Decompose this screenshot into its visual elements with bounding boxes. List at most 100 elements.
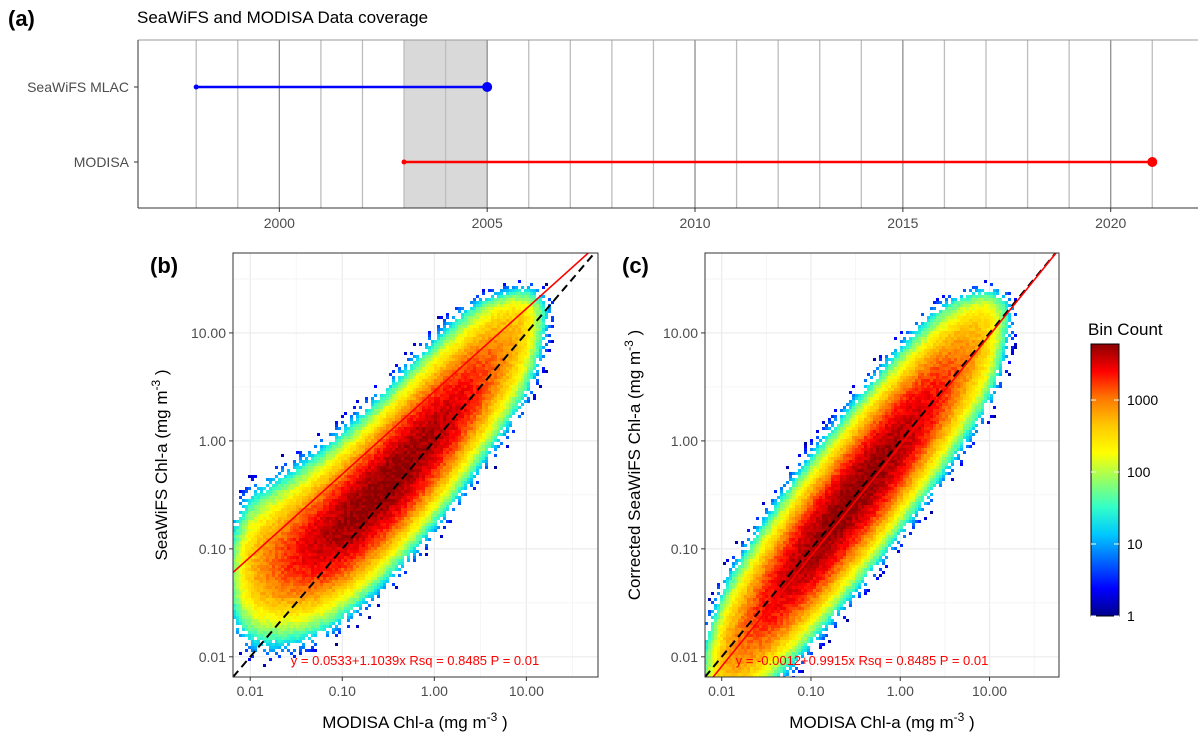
bin-cell bbox=[299, 601, 302, 604]
bin-cell bbox=[314, 601, 317, 604]
bin-cell bbox=[239, 553, 242, 556]
bin-cell bbox=[437, 469, 440, 472]
bin-cell bbox=[353, 610, 356, 613]
bin-cell bbox=[269, 622, 272, 625]
bin-cell bbox=[254, 592, 257, 595]
bin-cell bbox=[461, 439, 464, 442]
bin-cell bbox=[356, 421, 359, 424]
bin-cell bbox=[347, 427, 350, 430]
bin-cell bbox=[287, 640, 290, 643]
bin-cell bbox=[269, 571, 272, 574]
bin-cell bbox=[401, 532, 404, 535]
bin-cell bbox=[446, 415, 449, 418]
bin-cell bbox=[341, 595, 344, 598]
bin-cell bbox=[446, 343, 449, 346]
bin-cell bbox=[428, 496, 431, 499]
bin-cell bbox=[245, 589, 248, 592]
bin-cell bbox=[392, 544, 395, 547]
bin-cell bbox=[356, 550, 359, 553]
bin-cell bbox=[386, 505, 389, 508]
bin-cell bbox=[329, 502, 332, 505]
bin-cell bbox=[329, 607, 332, 610]
bin-cell bbox=[419, 499, 422, 502]
bin-cell bbox=[332, 514, 335, 517]
bin-cell bbox=[278, 556, 281, 559]
bin-cell bbox=[251, 610, 254, 613]
bin-cell bbox=[398, 397, 401, 400]
bin-cell bbox=[353, 550, 356, 553]
bin-cell bbox=[248, 520, 251, 523]
bin-cell bbox=[335, 613, 338, 616]
bin-cell bbox=[380, 487, 383, 490]
bin-cell bbox=[377, 553, 380, 556]
bin-cell bbox=[302, 535, 305, 538]
bin-cell bbox=[389, 496, 392, 499]
bin-cell bbox=[314, 478, 317, 481]
bin-cell bbox=[299, 619, 302, 622]
bin-cell bbox=[248, 523, 251, 526]
bin-cell bbox=[350, 469, 353, 472]
bin-cell bbox=[452, 358, 455, 361]
bin-cell bbox=[266, 502, 269, 505]
bin-cell bbox=[356, 442, 359, 445]
bin-cell bbox=[254, 490, 257, 493]
bin-cell bbox=[263, 610, 266, 613]
bin-cell bbox=[374, 565, 377, 568]
bin-cell bbox=[350, 586, 353, 589]
bin-cell bbox=[383, 544, 386, 547]
bin-cell bbox=[353, 598, 356, 601]
bin-cell bbox=[443, 442, 446, 445]
bin-cell bbox=[263, 583, 266, 586]
bin-cell bbox=[296, 562, 299, 565]
bin-cell bbox=[353, 589, 356, 592]
bin-cell bbox=[311, 496, 314, 499]
bin-cell bbox=[347, 487, 350, 490]
bin-cell bbox=[335, 448, 338, 451]
bin-cell bbox=[437, 343, 440, 346]
bin-cell bbox=[446, 361, 449, 364]
bin-cell bbox=[332, 448, 335, 451]
bin-cell bbox=[323, 469, 326, 472]
bin-cell bbox=[332, 610, 335, 613]
bin-cell bbox=[260, 592, 263, 595]
bin-cell bbox=[404, 388, 407, 391]
bin-cell bbox=[455, 391, 458, 394]
bin-cell bbox=[257, 502, 260, 505]
bin-cell bbox=[392, 559, 395, 562]
bin-cell bbox=[380, 556, 383, 559]
bin-cell bbox=[299, 652, 302, 655]
bin-cell bbox=[233, 565, 236, 568]
bin-cell bbox=[446, 418, 449, 421]
bin-cell bbox=[386, 445, 389, 448]
bin-cell bbox=[416, 475, 419, 478]
bin-cell bbox=[263, 511, 266, 514]
bin-cell bbox=[260, 622, 263, 625]
bin-cell bbox=[245, 625, 248, 628]
bin-cell bbox=[272, 484, 275, 487]
bin-cell bbox=[425, 400, 428, 403]
bin-cell bbox=[449, 520, 452, 523]
bin-cell bbox=[425, 436, 428, 439]
bin-cell bbox=[314, 598, 317, 601]
bin-cell bbox=[296, 583, 299, 586]
bin-cell bbox=[356, 430, 359, 433]
bin-cell bbox=[470, 457, 473, 460]
bin-cell bbox=[437, 424, 440, 427]
bin-cell bbox=[404, 538, 407, 541]
bin-cell bbox=[275, 613, 278, 616]
bin-cell bbox=[383, 541, 386, 544]
bin-cell bbox=[386, 406, 389, 409]
bin-cell bbox=[401, 565, 404, 568]
bin-cell bbox=[257, 616, 260, 619]
bin-cell bbox=[272, 562, 275, 565]
bin-cell bbox=[374, 568, 377, 571]
bin-cell bbox=[254, 574, 257, 577]
bin-cell bbox=[338, 604, 341, 607]
bin-cell bbox=[284, 559, 287, 562]
bin-cell bbox=[260, 487, 263, 490]
bin-cell bbox=[389, 526, 392, 529]
bin-cell bbox=[434, 412, 437, 415]
bin-cell bbox=[299, 646, 302, 649]
bin-cell bbox=[356, 538, 359, 541]
bin-cell bbox=[380, 448, 383, 451]
